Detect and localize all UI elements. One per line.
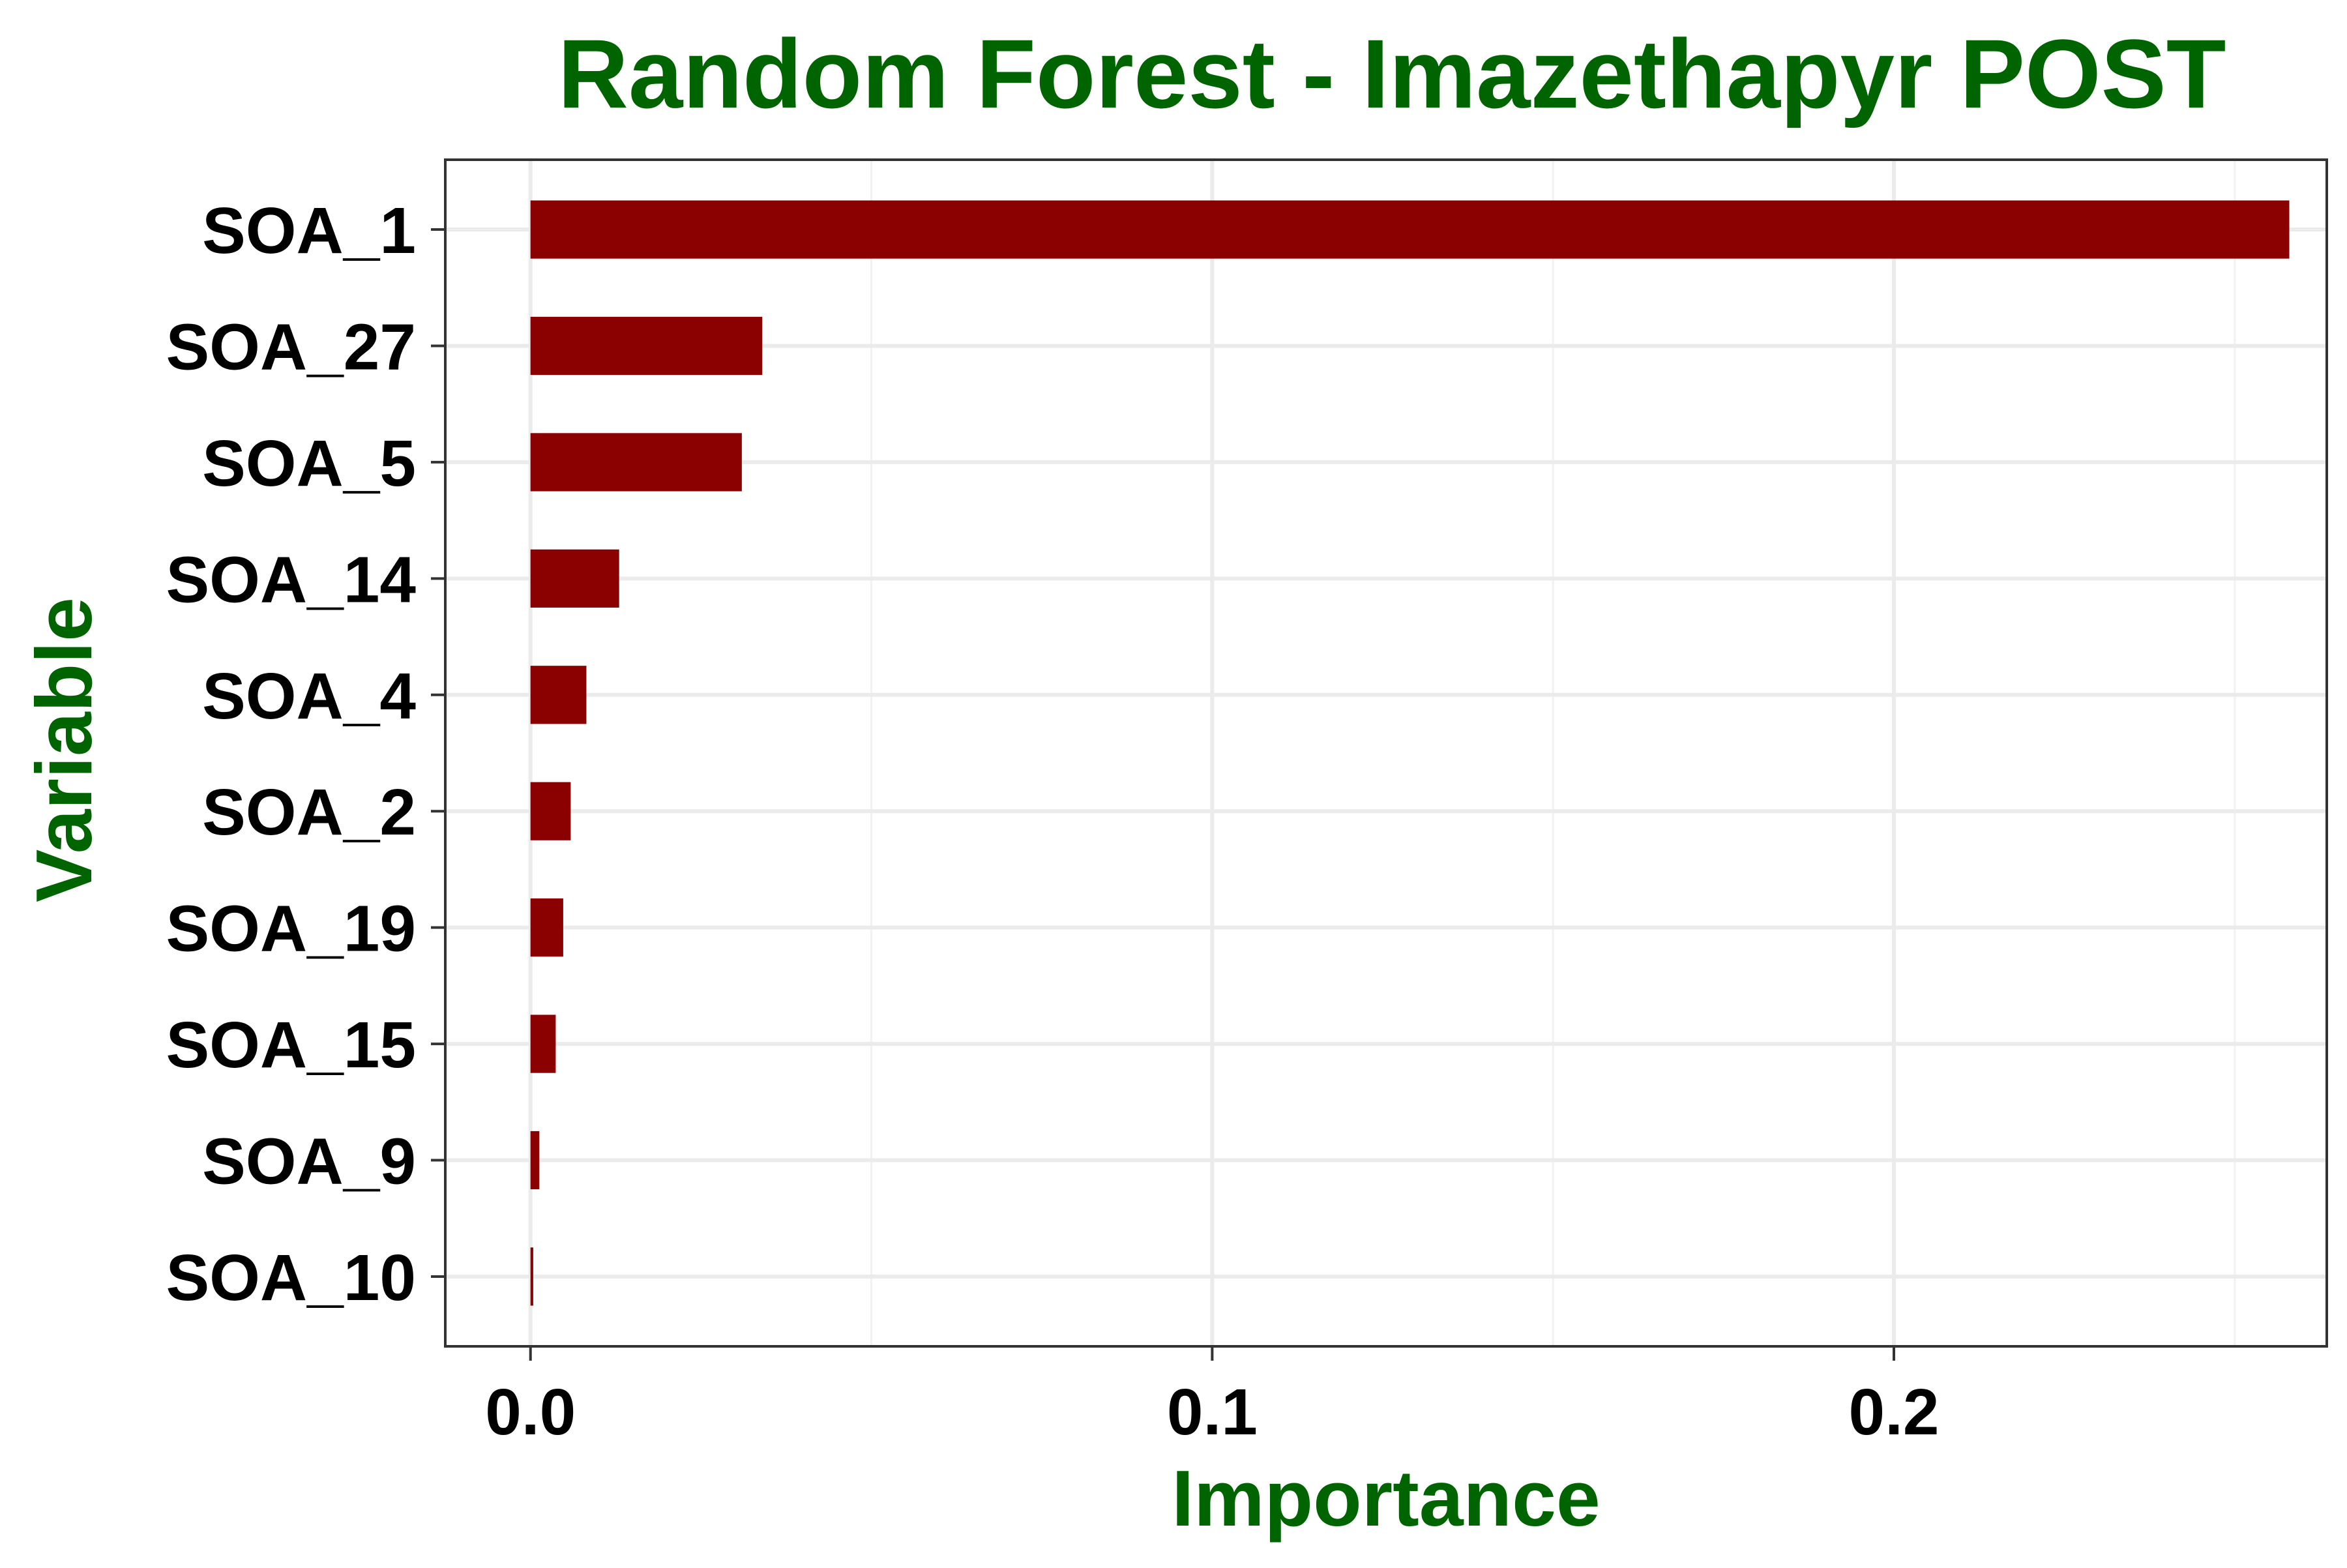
gridlines (445, 160, 2327, 1346)
y-tick-label: SOA_27 (166, 310, 416, 383)
y-tick-label: SOA_4 (202, 660, 416, 733)
y-tick-label: SOA_1 (202, 194, 416, 267)
x-tick-label: 0.1 (1167, 1376, 1258, 1449)
bar-soa-2 (530, 782, 571, 840)
x-tick-label: 0.0 (485, 1376, 576, 1449)
axis-ticks (431, 228, 1896, 1361)
y-tick-label: SOA_19 (166, 893, 416, 966)
bar-soa-4 (530, 666, 587, 724)
panel-border (444, 158, 2328, 1348)
x-tick-label: 0.2 (1849, 1376, 1940, 1449)
y-axis-title: Variable (20, 597, 108, 902)
bar-soa-27 (530, 316, 763, 376)
bar-soa-5 (530, 433, 742, 492)
y-tick-label: SOA_10 (166, 1241, 416, 1314)
y-tick-label: SOA_2 (202, 776, 416, 849)
chart-title: Random Forest - Imazethapyr POST (558, 19, 2226, 128)
bars (530, 200, 2290, 1306)
bar-soa-10 (530, 1247, 533, 1306)
bar-soa-15 (530, 1014, 556, 1073)
bar-soa-19 (530, 898, 563, 957)
y-tick-label: SOA_5 (202, 427, 416, 500)
y-tick-label: SOA_14 (166, 543, 416, 616)
bar-soa-14 (530, 549, 619, 608)
y-tick-label: SOA_15 (166, 1009, 416, 1082)
bar-soa-1 (530, 200, 2290, 259)
tick-labels: SOA_1 SOA_27 SOA_5 SOA_14 SOA_4 SOA_2 SOA_19 SO… (166, 194, 1939, 1449)
x-axis-title: Importance (1172, 1454, 1601, 1543)
bar-soa-9 (530, 1131, 540, 1190)
y-tick-label: SOA_9 (202, 1125, 416, 1198)
